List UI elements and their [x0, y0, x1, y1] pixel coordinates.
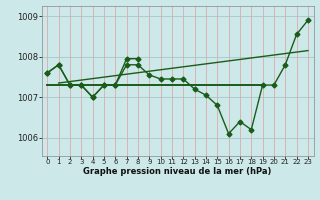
X-axis label: Graphe pression niveau de la mer (hPa): Graphe pression niveau de la mer (hPa): [84, 167, 272, 176]
